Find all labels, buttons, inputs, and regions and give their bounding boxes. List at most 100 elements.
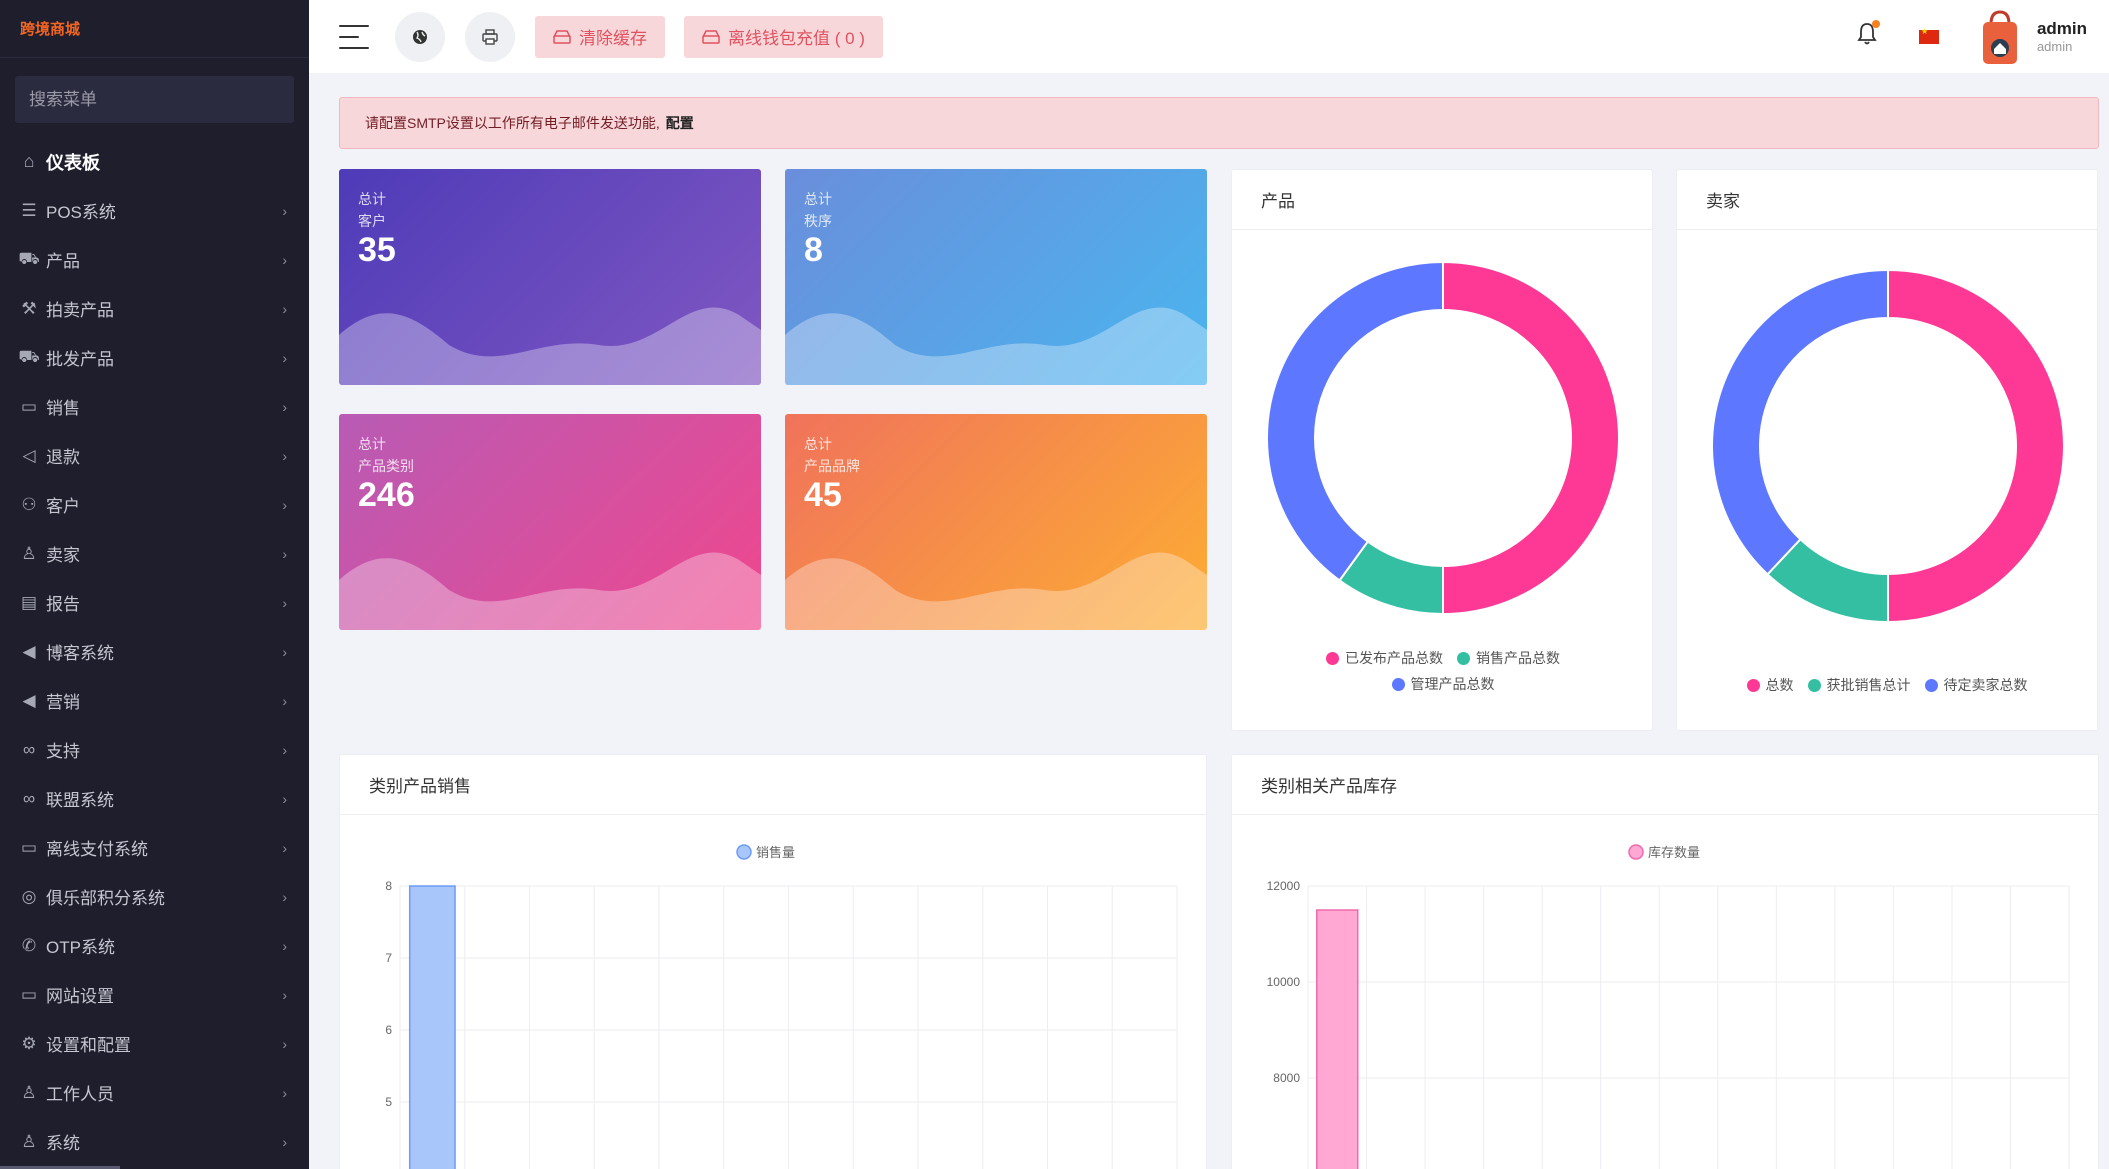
gavel-icon: ⚒ xyxy=(21,298,37,318)
gear-icon: ⚙ xyxy=(21,1033,37,1053)
sidebar-item-17[interactable]: ▭ 网站设置 › xyxy=(0,970,309,1019)
products-legend: 已发布产品总数 销售产品总数 管理产品总数 xyxy=(1293,645,1593,697)
sidebar-item-label: 销售 xyxy=(46,399,80,418)
legend-item[interactable]: 总数 xyxy=(1746,672,1794,698)
user-name: admin xyxy=(2036,19,2087,38)
chevron-right-icon: › xyxy=(282,741,287,758)
sidebar-item-2[interactable]: ⛟ 产品 › xyxy=(0,235,309,284)
sidebar-item-13[interactable]: ∞ 联盟系统 › xyxy=(0,774,309,823)
money-icon: ▭ xyxy=(20,396,38,416)
card-title: 产品 xyxy=(1232,170,1652,230)
sidebar-item-label: 批发产品 xyxy=(46,350,114,369)
cart-icon: ⛟ xyxy=(18,248,40,268)
legend-swatch[interactable] xyxy=(1628,844,1644,860)
stat-label-name: 产品类别 xyxy=(358,458,414,474)
chevron-right-icon: › xyxy=(282,1133,287,1150)
home-icon: ⌂ xyxy=(23,151,35,171)
sidebar-item-7[interactable]: ⚇ 客户 › xyxy=(0,480,309,529)
sidebar-item-20[interactable]: ♙ 系统 › xyxy=(0,1117,309,1166)
bar[interactable] xyxy=(408,885,456,1169)
sidebar-item-4[interactable]: ⛟ 批发产品 › xyxy=(0,333,309,382)
sidebar-item-1[interactable]: ☰ POS系统 › xyxy=(0,186,309,235)
y-tick-label: 12000 xyxy=(1267,879,1301,893)
link-icon: ∞ xyxy=(22,739,36,759)
legend-item[interactable]: 待定卖家总数 xyxy=(1924,672,2028,698)
legend-swatch xyxy=(1391,677,1405,691)
category-stock-bar-chart: 库存数量 12000 10000 8000 6000 xyxy=(1267,844,2070,1169)
menu-search-input[interactable] xyxy=(29,89,294,110)
doughnut-slice[interactable] xyxy=(1887,268,2065,624)
stat-label-name: 客户 xyxy=(358,213,386,229)
header-right: admin admin xyxy=(1857,0,2109,73)
legend-item[interactable]: 已发布产品总数 xyxy=(1326,645,1443,671)
y-tick-label: 6 xyxy=(385,1023,392,1037)
sidebar-item-6[interactable]: ◁ 退款 › xyxy=(0,431,309,480)
sidebar-item-label: 产品 xyxy=(46,252,80,271)
sidebar-item-19[interactable]: ♙ 工作人员 › xyxy=(0,1068,309,1117)
doughnut-slice[interactable] xyxy=(1711,268,1889,576)
globe-icon xyxy=(413,29,427,44)
sidebar-item-10[interactable]: ◀ 博客系统 › xyxy=(0,627,309,676)
category-stock-card: 类别相关产品库存 库存数量 12000 10000 8000 6000 xyxy=(1231,754,2099,1169)
doughnut-slice[interactable] xyxy=(1442,260,1620,616)
avatar[interactable] xyxy=(1979,8,2021,66)
wave-decoration xyxy=(339,307,761,385)
language-flag-icon[interactable] xyxy=(1918,27,1939,44)
stat-label-total: 总计 xyxy=(804,436,832,452)
legend-swatch[interactable] xyxy=(736,844,752,860)
legend-item[interactable]: 获批销售总计 xyxy=(1807,672,1911,698)
desktop-icon: ▭ xyxy=(20,984,38,1004)
globe-button[interactable] xyxy=(395,11,445,62)
sidebar-item-0[interactable]: ⌂ 仪表板 xyxy=(0,137,309,186)
wave-decoration xyxy=(785,307,1207,385)
category-sales-bar-chart: 销售量 8 7 6 5 4 xyxy=(385,844,1178,1169)
stat-card-brands: 总计 产品品牌 45 xyxy=(785,414,1207,630)
sidebar-item-3[interactable]: ⚒ 拍卖产品 › xyxy=(0,284,309,333)
legend-label: 销售量 xyxy=(756,845,795,860)
backward-icon: ◁ xyxy=(22,445,36,465)
legend-label: 待定卖家总数 xyxy=(1943,677,2028,693)
sidebar-item-15[interactable]: ◎ 俱乐部积分系统 › xyxy=(0,872,309,921)
sidebar-item-label: 卖家 xyxy=(46,546,80,565)
sidebar-item-8[interactable]: ♙ 卖家 › xyxy=(0,529,309,578)
offline-wallet-button[interactable]: 离线钱包充值 ( 0 ) xyxy=(684,15,883,58)
brand-logo[interactable]: 跨境商城 xyxy=(0,0,309,58)
y-tick-label: 8 xyxy=(385,879,392,893)
sidebar-item-18[interactable]: ⚙ 设置和配置 › xyxy=(0,1019,309,1068)
sidebar-item-12[interactable]: ∞ 支持 › xyxy=(0,725,309,774)
sidebar-item-11[interactable]: ◀ 营销 › xyxy=(0,676,309,725)
legend-label: 总数 xyxy=(1765,677,1794,693)
configure-link[interactable]: 配置 xyxy=(665,115,694,131)
stat-label-total: 总计 xyxy=(358,436,386,452)
sidebar-scrollbar[interactable] xyxy=(0,1166,120,1169)
clear-cache-label: 清除缓存 xyxy=(579,29,647,48)
clear-cache-button[interactable]: 清除缓存 xyxy=(535,15,665,58)
sidebar-item-9[interactable]: ▤ 报告 › xyxy=(0,578,309,627)
notification-bell[interactable] xyxy=(1857,20,1880,51)
chevron-right-icon: › xyxy=(282,545,287,562)
legend-item[interactable]: 销售产品总数 xyxy=(1457,645,1560,671)
chevron-right-icon: › xyxy=(282,1035,287,1052)
sidebar-item-label: 系统 xyxy=(46,1134,80,1153)
sidebar-item-5[interactable]: ▭ 销售 › xyxy=(0,382,309,431)
sidebar-item-14[interactable]: ▭ 离线支付系统 › xyxy=(0,823,309,872)
chevron-right-icon: › xyxy=(282,790,287,807)
sidebar-item-label: POS系统 xyxy=(46,203,116,222)
menu-toggle-icon[interactable] xyxy=(339,24,369,49)
legend-label: 已发布产品总数 xyxy=(1345,650,1443,666)
y-tick-label: 10000 xyxy=(1267,975,1301,989)
chevron-right-icon: › xyxy=(282,937,287,954)
sidebar: 跨境商城 ⌂ 仪表板 ☰ POS系统 › ⛟ 产品 › ⚒ 拍卖产品 › ⛟ 批发产品 › ▭ 销售 › ◁ 退款 ›… xyxy=(0,0,309,1169)
brand-name: 跨境商城 xyxy=(20,21,81,38)
print-button[interactable] xyxy=(465,11,515,62)
sidebar-item-label: 工作人员 xyxy=(46,1085,114,1104)
user-info[interactable]: admin admin xyxy=(2037,19,2087,54)
sidebar-item-16[interactable]: ✆ OTP系统 › xyxy=(0,921,309,970)
sidebar-nav: ⌂ 仪表板 ☰ POS系统 › ⛟ 产品 › ⚒ 拍卖产品 › ⛟ 批发产品 › ▭ 销售 › ◁ 退款 › ⚇ 客户 › ♙… xyxy=(0,137,309,1166)
megaphone-icon: ◀ xyxy=(22,690,36,710)
user-icon: ♙ xyxy=(21,543,37,563)
sellers-chart-card: 卖家 总数 获批销售总计 待定卖家总数 xyxy=(1676,169,2098,731)
legend-item[interactable]: 管理产品总数 xyxy=(1391,671,1495,697)
doughnut-slice[interactable] xyxy=(1266,260,1444,582)
bar[interactable] xyxy=(1316,909,1359,1169)
